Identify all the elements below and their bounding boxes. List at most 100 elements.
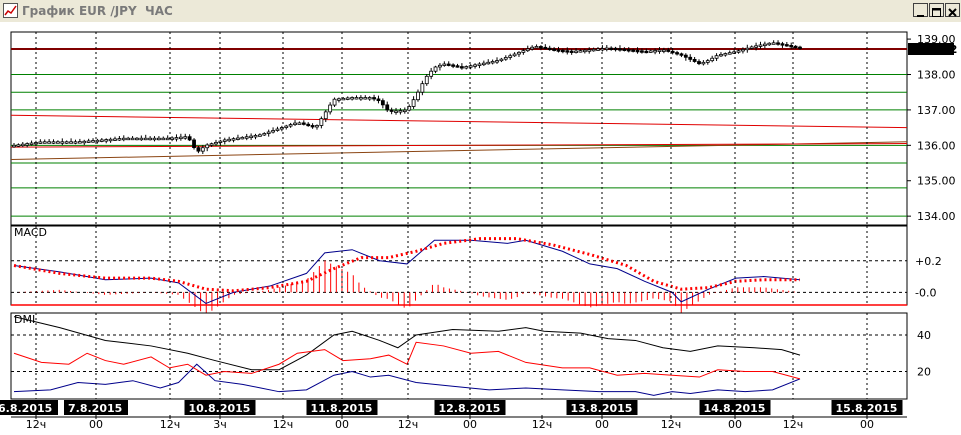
candle-body — [560, 49, 565, 53]
candle-body — [205, 144, 210, 149]
candle-body — [490, 61, 495, 64]
date-label-box — [306, 400, 378, 415]
candle-body — [323, 111, 328, 120]
price-panel — [10, 31, 908, 226]
candle-body — [582, 49, 587, 53]
candle-body — [776, 42, 780, 45]
candle-body — [64, 141, 69, 144]
date-label-box — [831, 400, 903, 415]
chart-area[interactable]: 139.00 138.00 137.00 136.00 135.00 134.00 138.… — [0, 22, 961, 435]
maximize-button[interactable] — [929, 3, 944, 17]
candle-body — [236, 137, 240, 140]
candle-body — [705, 60, 710, 63]
candle-body — [644, 50, 649, 54]
candle-body — [565, 50, 570, 53]
candle-body — [29, 142, 34, 145]
candle-body — [675, 52, 679, 55]
maximize-icon — [932, 8, 941, 17]
candle-body — [609, 47, 614, 50]
candle-body — [244, 136, 249, 139]
candle-body — [727, 52, 732, 55]
time-tick-label: 00 — [860, 418, 874, 431]
candle-body — [332, 98, 337, 106]
candle-body — [640, 50, 644, 53]
candle-body — [670, 50, 675, 54]
time-tick-label: 12ч — [398, 418, 419, 431]
candle-body — [455, 65, 460, 68]
candle-body — [758, 44, 763, 47]
candle-body — [569, 50, 574, 53]
candle-body — [47, 141, 52, 144]
dmi-tick-label: 20 — [917, 366, 931, 379]
candle-body — [754, 45, 758, 48]
candle-body — [574, 50, 578, 53]
price-tick-label: 136.00 — [917, 139, 956, 152]
candle-body — [306, 123, 311, 127]
candle-body — [20, 143, 25, 147]
candle-body — [648, 50, 653, 53]
candle-body — [99, 139, 104, 142]
candle-body — [113, 138, 117, 141]
candle-body — [398, 110, 403, 113]
candle-body — [719, 53, 723, 57]
candle-body — [139, 137, 144, 141]
candle-body — [468, 65, 473, 68]
candle-body — [262, 133, 267, 136]
time-tick-label: 12ч — [783, 418, 804, 431]
candle-body — [653, 50, 657, 53]
price-tick-label: 139.00 — [917, 33, 956, 46]
candle-body — [635, 49, 640, 53]
candle-body — [301, 122, 306, 125]
candle-body — [793, 45, 798, 49]
price-tick-label: 138.00 — [917, 68, 956, 81]
candle-body — [108, 138, 113, 142]
date-label: 7.8.2015 — [68, 402, 122, 415]
macd-signal-line — [13, 237, 800, 293]
candle-body — [227, 138, 232, 142]
candle-body — [784, 44, 789, 47]
macd-line — [13, 239, 801, 304]
candle-body — [51, 141, 56, 144]
time-tick-label: 00 — [89, 418, 103, 431]
candle-body — [508, 55, 513, 58]
date-label: 10.8.2015 — [189, 402, 251, 415]
candle-body — [196, 147, 201, 152]
candle-body — [376, 98, 381, 102]
title-bar[interactable]: График EUR /JPY ЧАС — [0, 0, 961, 23]
candle-body — [477, 63, 482, 66]
candle-body — [745, 47, 750, 51]
trend-line — [10, 141, 908, 160]
candle-body — [534, 46, 539, 49]
candle-body — [771, 42, 776, 45]
candle-body — [345, 97, 350, 100]
candle-body — [148, 137, 153, 141]
chart-app-icon — [3, 3, 18, 18]
minimize-button[interactable] — [913, 3, 928, 17]
time-tick-label: 00 — [335, 418, 349, 431]
time-tick-label: 12ч — [661, 418, 682, 431]
candle-body — [165, 137, 170, 141]
dmi-label: DMI — [14, 313, 35, 326]
candle-body — [626, 49, 631, 52]
candle-body — [337, 98, 341, 101]
candle-body — [95, 139, 100, 143]
dmi-line-plusdi — [13, 363, 801, 396]
candle-body — [420, 83, 425, 93]
close-button[interactable] — [945, 3, 960, 17]
date-label-box — [184, 400, 256, 415]
candle-body — [56, 141, 60, 144]
candle-body — [692, 58, 697, 62]
date-label: 6.8.2015 — [0, 402, 52, 415]
dmi-tick-label: 40 — [917, 329, 931, 342]
candle-body — [525, 48, 530, 52]
candle-body — [117, 138, 122, 141]
candle-body — [622, 48, 627, 51]
candle-body — [596, 48, 600, 51]
candle-body — [209, 143, 214, 146]
time-tick-label: 00 — [728, 418, 742, 431]
candle-body — [152, 137, 157, 141]
macd-panel — [10, 225, 908, 306]
date-label: 14.8.2015 — [704, 402, 766, 415]
candle-body — [315, 125, 319, 128]
time-tick-label: 00 — [463, 418, 477, 431]
